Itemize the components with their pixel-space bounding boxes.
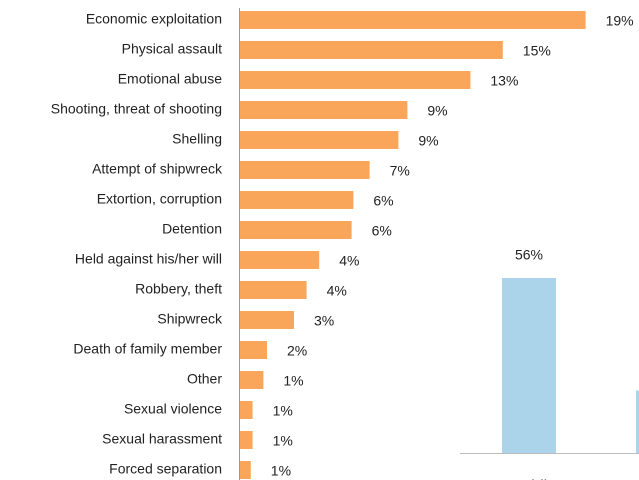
value-label: 56% bbox=[515, 247, 543, 263]
category-label: Forced separation bbox=[109, 461, 222, 477]
x-tick-label: Dubli bbox=[511, 478, 547, 480]
bar bbox=[240, 161, 370, 179]
category-label: Emotional abuse bbox=[118, 71, 223, 87]
value-label: 3% bbox=[314, 313, 334, 329]
value-label: 1% bbox=[283, 373, 303, 389]
value-label: 15% bbox=[523, 43, 551, 59]
category-label: Shelling bbox=[172, 131, 222, 147]
category-label: Robbery, theft bbox=[135, 281, 222, 297]
bar bbox=[240, 221, 352, 239]
value-label: 13% bbox=[490, 73, 518, 89]
bar bbox=[240, 101, 408, 119]
category-label: Extortion, corruption bbox=[97, 191, 222, 207]
bar bbox=[240, 401, 253, 419]
value-label: 1% bbox=[273, 403, 293, 419]
bar bbox=[240, 371, 264, 389]
category-label: Sexual violence bbox=[124, 401, 222, 417]
value-label: 2% bbox=[287, 343, 307, 359]
bar bbox=[240, 281, 307, 299]
bar bbox=[240, 71, 471, 89]
category-label: Shooting, threat of shooting bbox=[51, 101, 222, 117]
bar bbox=[240, 431, 253, 449]
value-label: 1% bbox=[271, 463, 291, 479]
category-label: Physical assault bbox=[122, 41, 222, 57]
bar bbox=[636, 390, 639, 453]
category-label: Other bbox=[187, 371, 222, 387]
category-label: Economic exploitation bbox=[86, 11, 222, 27]
bar bbox=[240, 131, 399, 149]
value-label: 1% bbox=[273, 433, 293, 449]
bar bbox=[240, 41, 503, 59]
value-label: 7% bbox=[390, 163, 410, 179]
bar bbox=[240, 191, 354, 209]
value-label: 4% bbox=[339, 253, 359, 269]
category-label: Shipwreck bbox=[157, 311, 223, 327]
bar bbox=[240, 341, 267, 359]
category-label: Held against his/her will bbox=[75, 251, 222, 267]
category-label: Sexual harassment bbox=[102, 431, 222, 447]
value-label: 9% bbox=[418, 133, 438, 149]
bar bbox=[240, 311, 294, 329]
bar bbox=[502, 278, 556, 453]
value-label: 19% bbox=[606, 13, 634, 29]
value-label: 6% bbox=[372, 223, 392, 239]
value-label: 9% bbox=[427, 103, 447, 119]
bar bbox=[240, 251, 320, 269]
category-label: Death of family member bbox=[73, 341, 222, 357]
category-label: Attempt of shipwreck bbox=[92, 161, 223, 177]
category-label: Detention bbox=[162, 221, 222, 237]
bar bbox=[240, 11, 586, 29]
value-label: 4% bbox=[327, 283, 347, 299]
value-label: 6% bbox=[373, 193, 393, 209]
bar bbox=[240, 461, 251, 479]
